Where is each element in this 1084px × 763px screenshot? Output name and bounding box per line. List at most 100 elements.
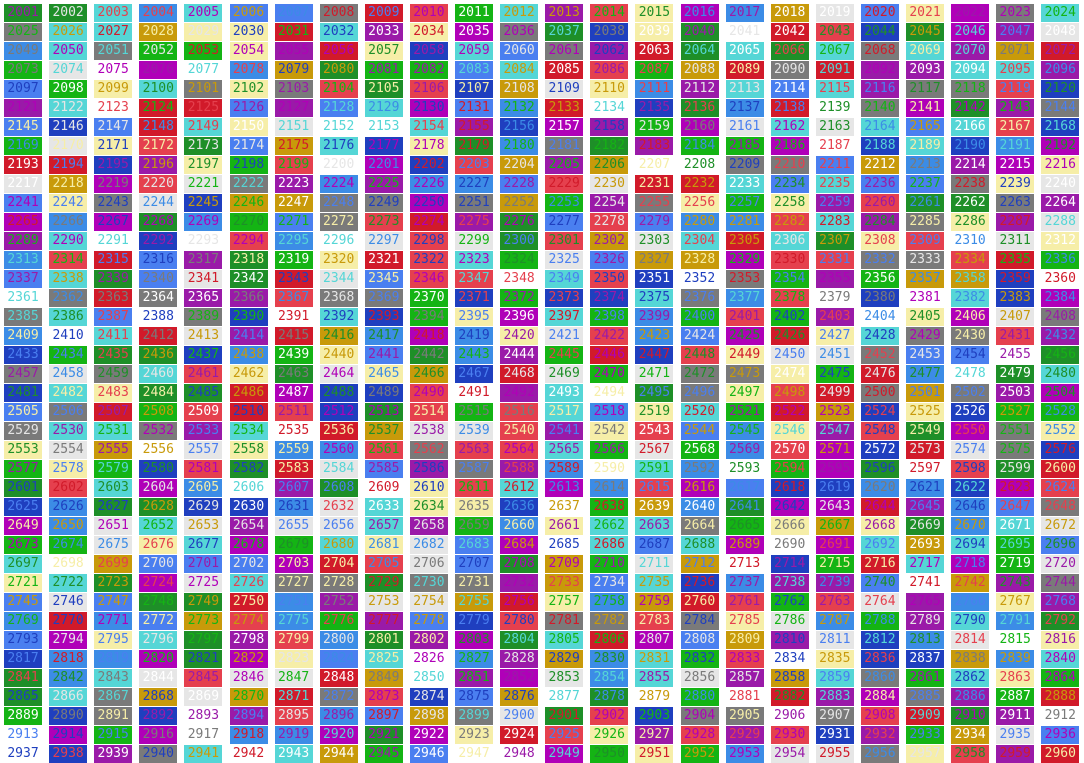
number-cell: 2643	[815, 498, 854, 516]
number-cell: 2725	[184, 574, 223, 592]
number-cell: 2525	[906, 403, 944, 421]
number-cell: 2610	[409, 479, 448, 497]
number-cell: 2511	[274, 403, 313, 421]
number-cell: 2144	[1041, 99, 1080, 117]
number-cell: 2543	[635, 422, 674, 440]
number-cell: 2836	[860, 650, 899, 668]
number-cell: 2300	[500, 232, 539, 250]
number-cell: 2088	[680, 61, 719, 79]
number-cell: 2930	[770, 726, 809, 744]
number-cell: 2435	[94, 346, 133, 364]
number-cell: 2170	[49, 137, 88, 155]
number-cell: 2319	[274, 251, 313, 269]
number-cell: 2847	[274, 669, 313, 687]
number-cell: 2344	[319, 270, 358, 288]
number-cell: 2261	[906, 194, 944, 212]
number-cell: 2369	[364, 289, 403, 307]
number-cell: 2843	[94, 669, 133, 687]
number-cell: 2383	[996, 289, 1035, 307]
number-cell: 2229	[545, 175, 584, 193]
number-cell: 2763	[815, 593, 854, 611]
number-cell: 2381	[906, 289, 944, 307]
number-cell: 2494	[590, 384, 629, 402]
number-cell: 2016	[680, 4, 719, 22]
number-cell: 2354	[770, 270, 809, 288]
number-cell: 2196	[139, 156, 178, 174]
number-cell: 2935	[996, 726, 1035, 744]
number-cell: 2458	[49, 365, 88, 383]
number-cell: 2131	[455, 99, 493, 117]
number-cell: 2185	[725, 137, 764, 155]
number-cell: 2850	[409, 669, 448, 687]
number-cell: 2568	[680, 441, 719, 459]
number-cell: 2794	[49, 631, 88, 649]
number-cell: 2038	[590, 23, 629, 41]
number-cell: 2608	[319, 479, 358, 497]
number-cell: 2901	[545, 707, 584, 725]
number-cell: 2295	[274, 232, 313, 250]
number-cell: 2557	[184, 441, 223, 459]
number-cell: 2327	[635, 251, 674, 269]
number-cell: 2248	[319, 194, 358, 212]
number-cell: 2630	[229, 498, 268, 516]
number-cell: 2866	[49, 688, 88, 706]
number-cell: 2450	[770, 346, 809, 364]
number-cell: 2939	[94, 745, 133, 763]
number-cell: 2569	[725, 441, 764, 459]
number-cell: 2235	[815, 175, 854, 193]
number-cell: 2585	[364, 460, 403, 478]
number-cell: 2566	[590, 441, 629, 459]
number-cell: 2581	[184, 460, 223, 478]
number-cell: 2496	[680, 384, 719, 402]
number-cell: 2515	[455, 403, 493, 421]
number-cell: 2250	[409, 194, 448, 212]
number-cell: 2844	[139, 669, 178, 687]
number-cell: 2087	[635, 61, 674, 79]
number-cell: 2708	[500, 555, 539, 573]
number-cell: 2312	[1041, 232, 1080, 250]
number-cell: 2325	[545, 251, 584, 269]
number-cell: 2433	[4, 346, 42, 364]
number-cell: 2816	[1041, 631, 1080, 649]
number-cell: 2405	[906, 308, 944, 326]
number-cell: 2282	[770, 213, 809, 231]
number-cell: 2461	[184, 365, 223, 383]
number-cell: 2013	[545, 4, 584, 22]
number-cell: 2598	[951, 460, 990, 478]
number-cell: 2445	[545, 346, 584, 364]
number-cell: 2637	[545, 498, 584, 516]
number-cell: 2950	[590, 745, 629, 763]
number-cell: 2779	[455, 612, 493, 630]
number-cell: 2032	[319, 23, 358, 41]
number-cell: 2807	[635, 631, 674, 649]
number-cell: 2352	[680, 270, 719, 288]
number-cell: 2347	[455, 270, 493, 288]
number-cell: 2958	[951, 745, 990, 763]
number-cell: 2628	[139, 498, 178, 516]
number-cell: 2783	[635, 612, 674, 630]
number-cell: 2163	[815, 118, 854, 136]
number-cell: 2176	[319, 137, 358, 155]
number-cell: 2613	[545, 479, 584, 497]
number-cell: 2638	[590, 498, 629, 516]
number-cell: 2025	[4, 23, 42, 41]
number-cell: 2351	[635, 270, 674, 288]
number-cell: 2625	[4, 498, 42, 516]
number-cell: 2098	[49, 80, 88, 98]
number-cell: 2724	[139, 574, 178, 592]
number-cell: 2788	[860, 612, 899, 630]
number-cell: 2864	[1041, 669, 1080, 687]
number-cell: 2049	[4, 42, 42, 60]
number-cell: 2339	[94, 270, 133, 288]
number-cell: 2791	[996, 612, 1035, 630]
number-cell: 2756	[500, 593, 539, 611]
number-cell: 2177	[364, 137, 403, 155]
number-cell: 2308	[860, 232, 899, 250]
number-cell: 2260	[860, 194, 899, 212]
number-cell: 2960	[1041, 745, 1080, 763]
number-cell: 2601	[4, 479, 42, 497]
number-cell: 2175	[274, 137, 313, 155]
number-cell: 2093	[906, 61, 944, 79]
number-cell: 2210	[770, 156, 809, 174]
number-cell: 2840	[1041, 650, 1080, 668]
